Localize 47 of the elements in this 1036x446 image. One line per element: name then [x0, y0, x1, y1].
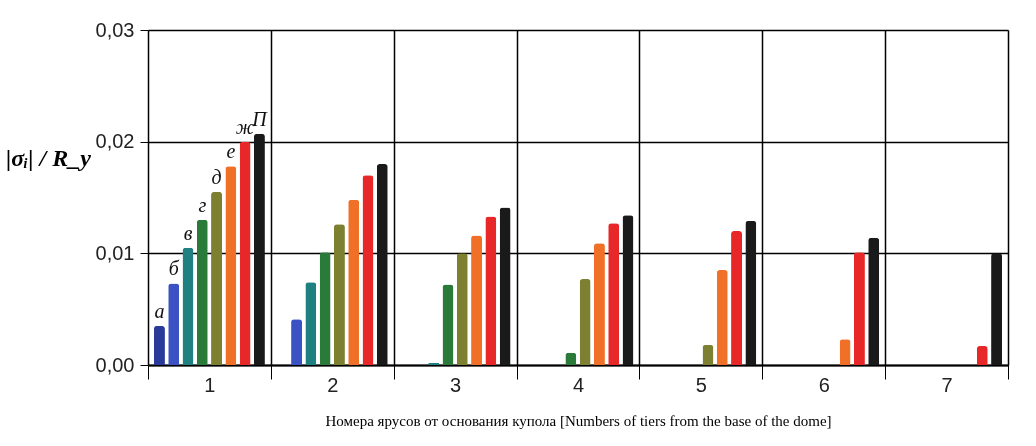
y-tick-label: 0,01 [95, 241, 135, 264]
series-label: в [183, 221, 193, 244]
x-tick-label: 3 [450, 373, 462, 396]
y-tick-label: 0,02 [95, 130, 135, 153]
bar [168, 283, 180, 365]
bar [225, 166, 237, 365]
bar [182, 247, 194, 365]
bar [868, 237, 880, 365]
bar [442, 284, 454, 365]
bar [253, 133, 265, 365]
y-tick-label: 0,00 [95, 353, 135, 376]
bar [745, 220, 757, 365]
bar [499, 207, 511, 365]
bar [485, 216, 497, 365]
series-label: б [168, 257, 180, 280]
bar [456, 253, 468, 365]
bar [239, 141, 251, 365]
bar [622, 215, 634, 365]
x-tick-label: 6 [818, 373, 830, 396]
bar [991, 253, 1003, 365]
bar [362, 175, 374, 365]
bar [593, 243, 605, 365]
x-tick-label: 7 [941, 373, 953, 396]
series-label: е [226, 140, 236, 163]
series-label: г [198, 193, 207, 216]
bar [348, 199, 360, 365]
bar [196, 219, 208, 365]
bar [608, 223, 620, 365]
bar [333, 224, 345, 365]
x-tick-label: 2 [327, 373, 339, 396]
series-label: д [211, 165, 222, 188]
x-tick-label: 5 [695, 373, 707, 396]
series-label: а [154, 299, 165, 322]
bar [376, 164, 388, 365]
x-tick-label: 1 [204, 373, 216, 396]
bar [211, 191, 223, 365]
bar [716, 270, 728, 365]
bar [853, 252, 865, 365]
y-tick-label: 0,03 [95, 18, 135, 41]
x-tick-label: 4 [572, 373, 585, 396]
bar [731, 231, 743, 365]
bar [471, 235, 483, 365]
bar [319, 252, 331, 365]
bar [305, 282, 317, 365]
bar [579, 279, 591, 365]
x-axis-title: Номера ярусов от основания купола [Numbers of tiers from the base of the dome] [325, 412, 832, 429]
y-axis-title: |σᵢ| / R_y [6, 144, 92, 171]
